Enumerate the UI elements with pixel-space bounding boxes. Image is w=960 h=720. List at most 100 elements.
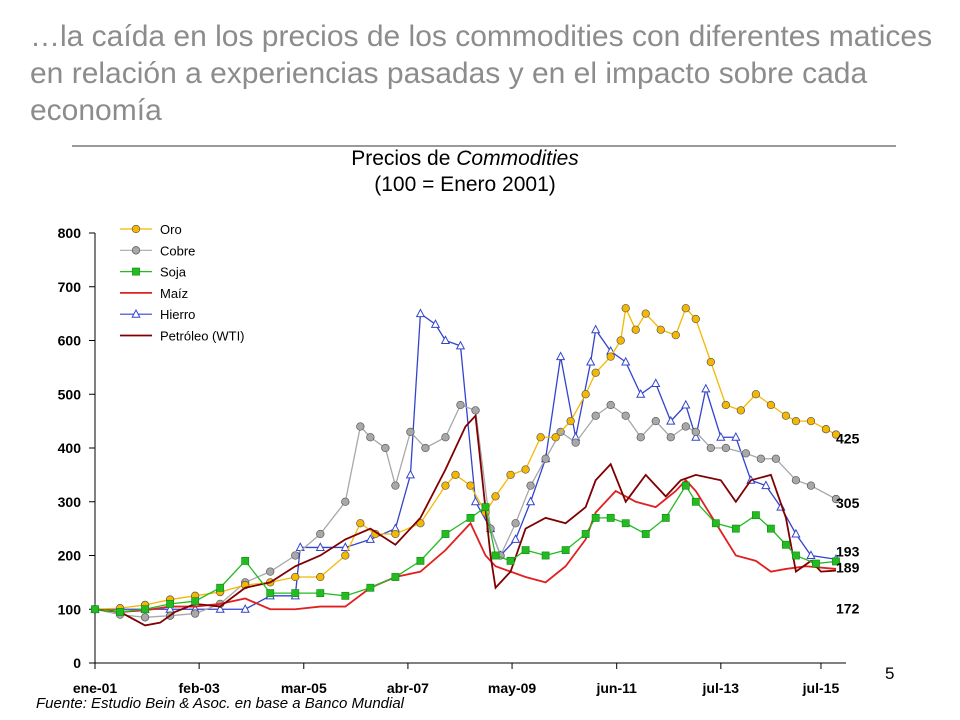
data-point-soja [316,589,325,598]
data-point-hierro [681,399,691,409]
data-point-cobre [806,481,816,490]
data-point-cobre [741,449,751,458]
data-point-oro [806,416,816,426]
data-point-cobre [571,438,580,447]
legend-item-hierro: Hierro [120,307,195,322]
data-point-cobre [356,422,365,431]
data-point-cobre [651,416,660,426]
y-tick-label: 500 [58,386,82,402]
data-point-hierro [806,550,816,559]
chart-title-line2: (100 = Enero 2001) [374,173,556,196]
data-point-cobre [381,443,390,453]
legend-label: Maíz [160,286,188,301]
data-point-oro [316,572,325,582]
data-point-hierro [716,431,726,441]
series-line-hierro [95,312,837,610]
data-point-soja [341,591,350,600]
data-point-oro [491,492,500,501]
data-point-cobre [421,443,430,453]
data-point-oro [641,309,650,318]
data-point-soja [366,583,375,592]
data-point-hierro [365,534,375,543]
x-tick-label: abr-07 [387,680,429,696]
data-point-hierro [591,324,601,334]
data-point-cobre [621,411,630,420]
data-point-oro [681,304,690,313]
chart-axes: 0 100 200 300 400 500 600 700 800 ene-01 feb-03 mar… [58,225,846,696]
data-point-cobre [316,529,325,539]
chart-title-prefix: Precios de [351,147,457,170]
data-point-soja [832,557,840,566]
data-point-hierro [621,356,631,366]
series-line-oro [94,306,837,610]
data-point-soja [466,513,475,522]
data-point-hierro [651,378,661,387]
data-point-oro [751,390,761,399]
y-tick-label: 700 [58,279,82,295]
legend-item-maiz: Maíz [120,286,188,301]
data-point-cobre [541,454,550,463]
data-point-oro [521,465,530,474]
series-maiz [94,478,837,613]
data-point-oro [606,352,615,361]
data-point-cobre [291,551,300,560]
data-point-oro [656,325,665,334]
data-point-cobre [591,411,600,420]
series-petroleo-wti [94,413,837,627]
x-tick-label: jul-13 [702,680,740,696]
data-point-hierro [701,383,711,393]
slide-headline: …la caída en los precios de los commodit… [30,20,933,127]
data-point-hierro [340,542,350,551]
data-point-oro [706,357,715,367]
data-point-oro [591,368,600,377]
data-point-soja [812,559,820,568]
headline-divider [72,145,896,147]
data-point-hierro [455,340,466,350]
legend-item-oro: Oro [120,222,182,237]
data-point-oro [536,433,545,442]
data-point-hierro [240,603,250,613]
source-note: Fuente: Estudio Bein & Asoc. en base a B… [36,695,405,712]
page-number: 5 [885,664,895,683]
y-tick-label: 100 [58,601,82,617]
data-point-hierro [555,351,566,361]
data-point-oro [691,314,700,324]
data-point-soja [141,605,149,614]
data-point-cobre [366,433,375,442]
data-point-soja [731,524,740,533]
data-point-hierro [666,415,676,425]
data-point-hierro [405,469,416,479]
x-tick-label: jul-15 [802,680,840,696]
data-point-cobre [756,454,766,463]
data-point-cobre [471,406,480,415]
series-soja [91,481,840,616]
end-label-hierro: 193 [836,543,860,559]
legend-item-petroleo-wti: Petróleo (WTI) [120,329,245,344]
legend-label: Soja [160,265,187,280]
data-point-hierro [430,319,441,328]
data-point-soja [606,513,615,522]
data-point-soja [681,481,690,490]
data-point-oro [621,304,630,313]
data-point-oro [466,481,475,490]
data-point-cobre [456,400,465,410]
data-point-hierro [415,308,426,318]
legend-swatch-marker [132,267,140,276]
data-point-soja [561,546,570,555]
data-point-soja [691,497,700,506]
data-point-oro [821,425,831,434]
data-point-soja [641,530,650,538]
data-point-soja [751,511,760,520]
data-point-hierro [470,496,481,506]
data-point-hierro [761,480,771,490]
data-point-cobre [441,433,450,442]
data-point-soja [581,530,590,538]
data-point-cobre [831,494,841,504]
series-line-soja [94,484,837,613]
data-point-soja [491,551,500,560]
data-point-soja [166,599,174,608]
data-point-cobre [606,400,615,410]
data-point-soja [621,519,630,528]
data-point-soja [116,608,124,616]
